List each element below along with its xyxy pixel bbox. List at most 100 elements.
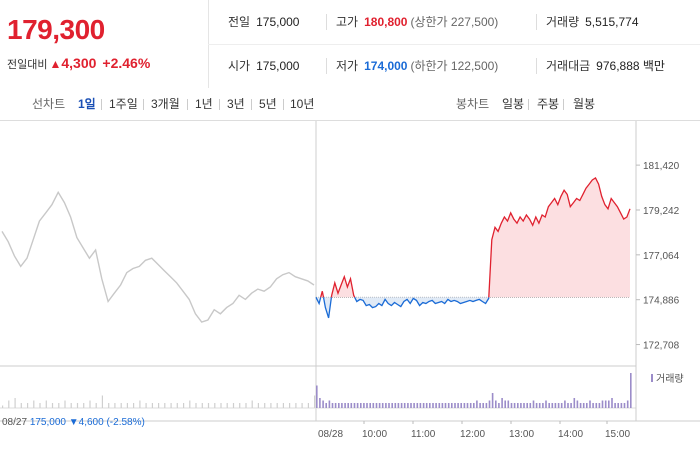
volume-bar-today [488,400,491,408]
volume-bar-today [441,403,444,408]
y-tick-label: 172,708 [643,341,680,352]
volume-bar-prev [33,400,35,408]
volume-bar-today [495,400,497,408]
x-axis-ticks: 08/28 10:00 11:00 12:00 13:00 14:00 15:00 [318,421,630,440]
volume-bar-today [451,403,453,408]
volume-bar-today [435,403,437,408]
volume-bar-prev [207,403,210,408]
volume-bar-prev [58,403,60,408]
volume-bar-today [363,403,365,408]
volume-bar-prev [226,403,228,408]
volume-bar-today [413,403,415,408]
change-label: 전일대비 [7,59,48,71]
volume-bar-today [372,403,375,408]
volume-bar-prev [195,403,197,408]
down-arrow-icon: ▼ [69,417,79,428]
volume-bar-prev [164,403,166,408]
volume-bar-prev [301,403,303,408]
volume-bar-today [608,400,610,408]
low-price: 저가 174,000 (하한가 122,500) [336,59,499,73]
volume-bar-today [532,400,535,408]
price-chart: 181,420 179,242 177,064 174,886 172,708 08/2… [0,121,700,450]
tab-divider [283,99,284,110]
tab-divider [219,99,220,110]
down-area [323,297,332,318]
volume-bar-today [319,398,321,408]
volume-bar-prev [39,403,41,408]
volume-bar-today [466,403,469,408]
volume-bar-today [576,400,579,408]
tab-10-year[interactable]: 10년 [290,97,315,111]
volume-bar-today [529,403,532,408]
volume-bar-prev [264,403,266,408]
up-line [320,291,325,298]
volume-bar-prev [70,403,72,408]
tab-divider [143,99,144,110]
tab-daily-candle[interactable]: 일봉 [502,97,525,111]
volume-bar-prev [270,403,272,408]
volume-bar-today [360,403,362,408]
high-price: 고가 180,800 (상한가 227,500) [336,15,499,29]
tab-divider [251,99,252,110]
tab-1-day[interactable]: 1일 [78,97,96,111]
tab-divider [101,99,102,110]
x-tick-label: 14:00 [558,429,583,440]
stats-row-2: 시가 175,000 저가 174,000 (하한가 122,500) 거래대금 976… [208,44,700,88]
up-area [488,177,630,298]
volume-bars [2,373,632,408]
volume-bar-today [598,403,601,408]
tab-1-year[interactable]: 1년 [195,97,213,111]
y-tick-label: 179,242 [643,206,680,217]
volume-bar-prev [307,403,309,408]
volume-bar-prev [239,403,241,408]
volume-bar-today [579,403,582,408]
volume-legend-swatch [651,374,653,382]
volume-bar-today [589,400,591,408]
volume-bar-prev [95,403,97,408]
volume-bar-today [617,403,619,408]
volume-bar-today [400,403,403,408]
y-tick-label: 174,886 [643,296,680,307]
volume-bar-prev [220,403,222,408]
volume-bar-prev [158,403,160,408]
volume-bar-today [586,403,588,408]
volume-bar-today [623,403,626,408]
divider [326,58,327,74]
volume-bar-prev [245,403,247,408]
volume-bar-today [419,403,422,408]
volume-bar-prev [189,400,191,408]
volume-bar-today [554,403,557,408]
prev-day-change-pct: (-2.58%) [106,417,144,428]
today-series [315,176,631,319]
volume-bar-today [614,403,616,408]
volume-bar-prev [276,403,278,408]
tab-1-week[interactable]: 1주일 [109,97,138,111]
volume-bar-today [397,403,400,408]
tab-divider [563,99,564,110]
volume-bar-today [394,403,397,408]
volume-bar-today [535,403,538,408]
tab-weekly-candle[interactable]: 주봉 [537,97,560,111]
volume-bar-today [513,403,516,408]
volume-bar-today [410,403,412,408]
volume-bar-today [334,403,337,408]
volume-bar-today [388,403,390,408]
volume-bar-today [520,403,522,408]
tab-3-month[interactable]: 3개월 [151,97,180,111]
y-tick-label: 181,420 [643,161,680,172]
volume-bar-today [425,403,428,408]
down-line [354,297,490,309]
volume-bar-today [347,403,349,408]
tab-monthly-candle[interactable]: 월봉 [573,97,596,111]
up-line [488,176,631,298]
volume-bar-today [378,403,381,408]
tab-5-year[interactable]: 5년 [259,97,277,111]
volume-bar-today [325,403,327,408]
volume-bar-prev [170,403,172,408]
volume-bar-prev [108,403,110,408]
tab-3-year[interactable]: 3년 [227,97,245,111]
trade-amount: 거래대금 976,888 백만 [546,59,665,73]
volume-bar-today [630,373,632,408]
change-percent: +2.46% [102,55,151,71]
volume-bar-today [592,403,594,408]
